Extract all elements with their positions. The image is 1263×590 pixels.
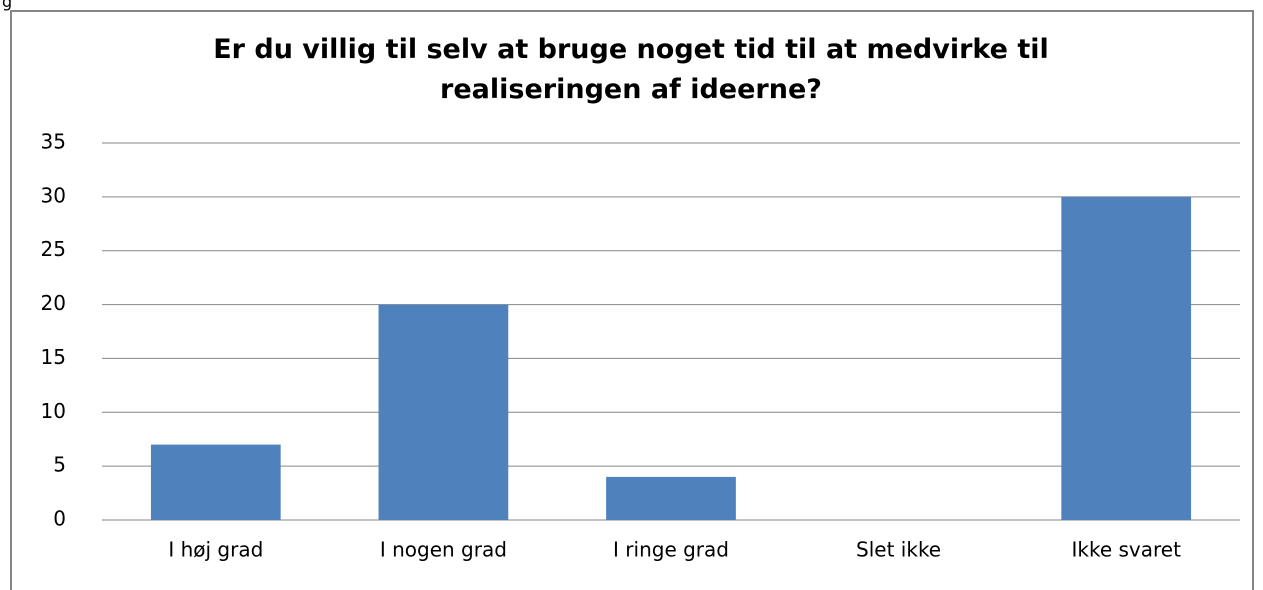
y-tick-label: 25 [41,237,66,261]
y-tick-label: 20 [41,291,66,315]
y-tick-label: 0 [53,507,66,531]
x-tick-label: I høj grad [168,538,263,562]
y-tick-label: 5 [53,453,66,477]
x-tick-label: Slet ikke [856,538,941,562]
x-tick-label: I ringe grad [613,538,729,562]
x-tick-label: Ikke svaret [1071,538,1181,562]
bar [378,304,509,520]
bar [1061,196,1192,520]
bar [150,444,281,520]
y-tick-label: 35 [41,130,66,154]
x-tick-label: I nogen grad [380,538,507,562]
bar [606,476,736,520]
y-tick-label: 15 [41,345,66,369]
cut-off-text: g [2,0,13,11]
chart-frame [10,10,1254,590]
chart-title: Er du villig til selv at bruge noget tid… [213,34,1049,105]
y-tick-label: 10 [41,399,66,423]
y-tick-label: 30 [41,183,66,207]
